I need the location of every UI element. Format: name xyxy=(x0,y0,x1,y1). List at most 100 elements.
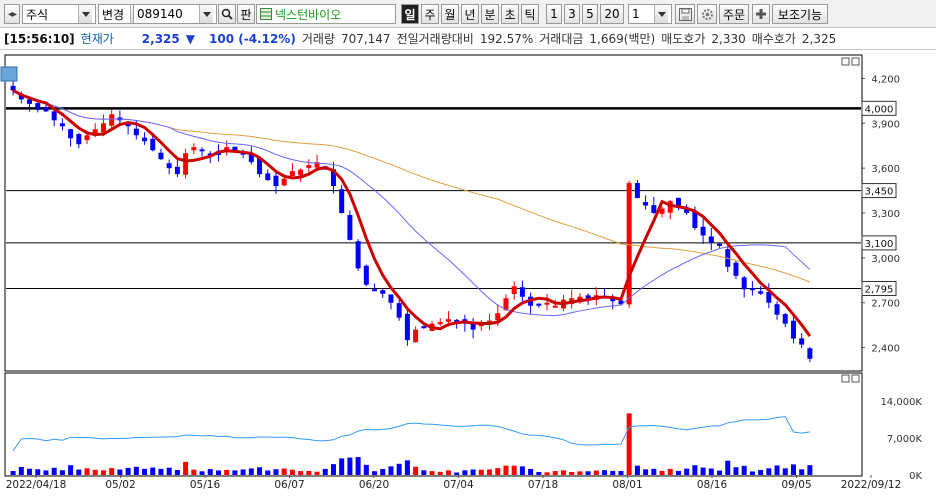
candle-body xyxy=(35,103,41,110)
volume-bar xyxy=(528,468,534,475)
candle-body xyxy=(675,197,681,206)
order-button[interactable]: 주문 xyxy=(719,4,749,24)
volume-bar xyxy=(692,465,698,475)
volume-value: 707,147 xyxy=(340,31,391,46)
price-panel-maximize-button[interactable] xyxy=(851,57,860,66)
volume-bar xyxy=(68,465,74,475)
aux-function-label: 보조기능 xyxy=(777,7,823,22)
volume-bar xyxy=(199,471,205,475)
candle-body xyxy=(651,205,657,213)
candle-body xyxy=(503,298,509,311)
settings-button[interactable] xyxy=(697,4,717,24)
volume-bar xyxy=(92,469,98,475)
price-level-tag xyxy=(861,183,897,199)
candle-body xyxy=(199,149,205,152)
volume-bar xyxy=(142,468,148,475)
volume-axis-label: 14,000K xyxy=(880,397,922,408)
volume-bar xyxy=(27,468,33,475)
interval-3-button[interactable]: 3 xyxy=(564,4,580,24)
candle-body xyxy=(684,207,690,213)
volume-panel-minimize-button[interactable] xyxy=(841,374,850,383)
interval-20-button[interactable]: 20 xyxy=(600,4,624,24)
price-chart[interactable]: 4,000 3,450 3,100 2,795 4,200 3,900 3,600 3,30… xyxy=(0,50,936,500)
candle-body xyxy=(330,169,336,187)
nav-arrows-icon[interactable]: ◂▸ xyxy=(4,4,20,24)
period-day-button[interactable]: 일 xyxy=(401,4,419,24)
volume-bar xyxy=(593,470,599,475)
search-button[interactable] xyxy=(218,4,236,24)
interval-5-button[interactable]: 5 xyxy=(582,4,598,24)
chart-corner-badge-icon[interactable] xyxy=(0,66,18,82)
volume-axis-label: 7,000K xyxy=(887,434,923,445)
volume-bar xyxy=(100,470,106,475)
volume-bar xyxy=(684,468,690,475)
count-select[interactable]: 1 xyxy=(628,4,672,24)
interval-5-label: 5 xyxy=(586,7,594,21)
save-disk-icon xyxy=(678,7,692,21)
add-indicator-button[interactable] xyxy=(752,4,770,24)
candle-body xyxy=(519,287,525,297)
candle-body xyxy=(487,320,493,323)
market-select[interactable]: 주식 xyxy=(22,4,96,24)
period-second-button[interactable]: 초 xyxy=(501,4,519,24)
ma20-line xyxy=(12,89,811,317)
volume-bar xyxy=(372,471,378,475)
period-tick-button[interactable]: 틱 xyxy=(521,4,539,24)
volume-bar xyxy=(675,470,681,475)
volume-bar xyxy=(626,413,632,475)
volume-bar xyxy=(659,470,665,475)
volume-bar xyxy=(84,468,90,475)
candle-body xyxy=(109,114,115,126)
volume-bar xyxy=(298,471,304,475)
interval-3-label: 3 xyxy=(568,7,576,21)
volume-bar xyxy=(708,468,714,475)
aux-function-button[interactable]: 보조기능 xyxy=(772,4,828,24)
chevron-down-icon xyxy=(78,5,92,23)
price-panel-minimize-button[interactable] xyxy=(841,57,850,66)
volume-bar xyxy=(503,465,509,475)
volume-bar xyxy=(363,464,369,475)
volume-bar xyxy=(585,471,591,475)
period-year-button[interactable]: 년 xyxy=(461,4,479,24)
volume-bar xyxy=(790,464,796,475)
candle-body xyxy=(273,175,279,187)
candle-body xyxy=(667,201,673,213)
volume-bar xyxy=(700,467,706,475)
volume-bar xyxy=(643,469,649,475)
interval-1-button[interactable]: 1 xyxy=(546,4,562,24)
pan-button-label: 판 xyxy=(240,7,252,22)
pan-button[interactable]: 판 xyxy=(237,4,255,24)
candle-body xyxy=(68,129,74,139)
stock-name-field[interactable]: 넥스턴바이오 xyxy=(256,4,396,24)
candle-body xyxy=(749,288,755,291)
volume-bar xyxy=(265,470,271,475)
volume-bar xyxy=(232,470,238,475)
price-axis-label: 2,400 xyxy=(871,344,900,355)
volume-bar xyxy=(634,465,640,475)
volume-bar xyxy=(109,468,115,475)
period-week-button[interactable]: 주 xyxy=(421,4,439,24)
stock-code-input[interactable]: 089140 xyxy=(133,4,217,24)
candle-body xyxy=(585,295,591,299)
candle-body xyxy=(339,189,345,213)
volume-bar xyxy=(224,469,230,475)
volume-bar xyxy=(166,467,172,475)
period-month-button[interactable]: 월 xyxy=(441,4,459,24)
price-panel[interactable] xyxy=(4,54,863,372)
period-minute-button[interactable]: 분 xyxy=(481,4,499,24)
candle-body xyxy=(265,173,271,181)
candle-body xyxy=(782,314,788,324)
save-button[interactable] xyxy=(675,4,695,24)
candle-body xyxy=(183,153,189,175)
candle-body xyxy=(766,291,772,303)
date-axis-label: 05/02 xyxy=(105,479,135,491)
volume-bar xyxy=(717,470,723,475)
volume-bar xyxy=(207,469,213,475)
volume-panel-maximize-button[interactable] xyxy=(851,374,860,383)
candle-body xyxy=(495,313,501,321)
period-year-label: 년 xyxy=(464,7,476,22)
volume-bar xyxy=(429,471,435,475)
price-axis-label: 3,300 xyxy=(871,209,900,220)
candle-body xyxy=(437,322,443,325)
toolbar: ◂▸ 주식 변경 089140 판 넥스턴바이오 일 주 월 년 분 초 틱 1… xyxy=(0,0,936,28)
